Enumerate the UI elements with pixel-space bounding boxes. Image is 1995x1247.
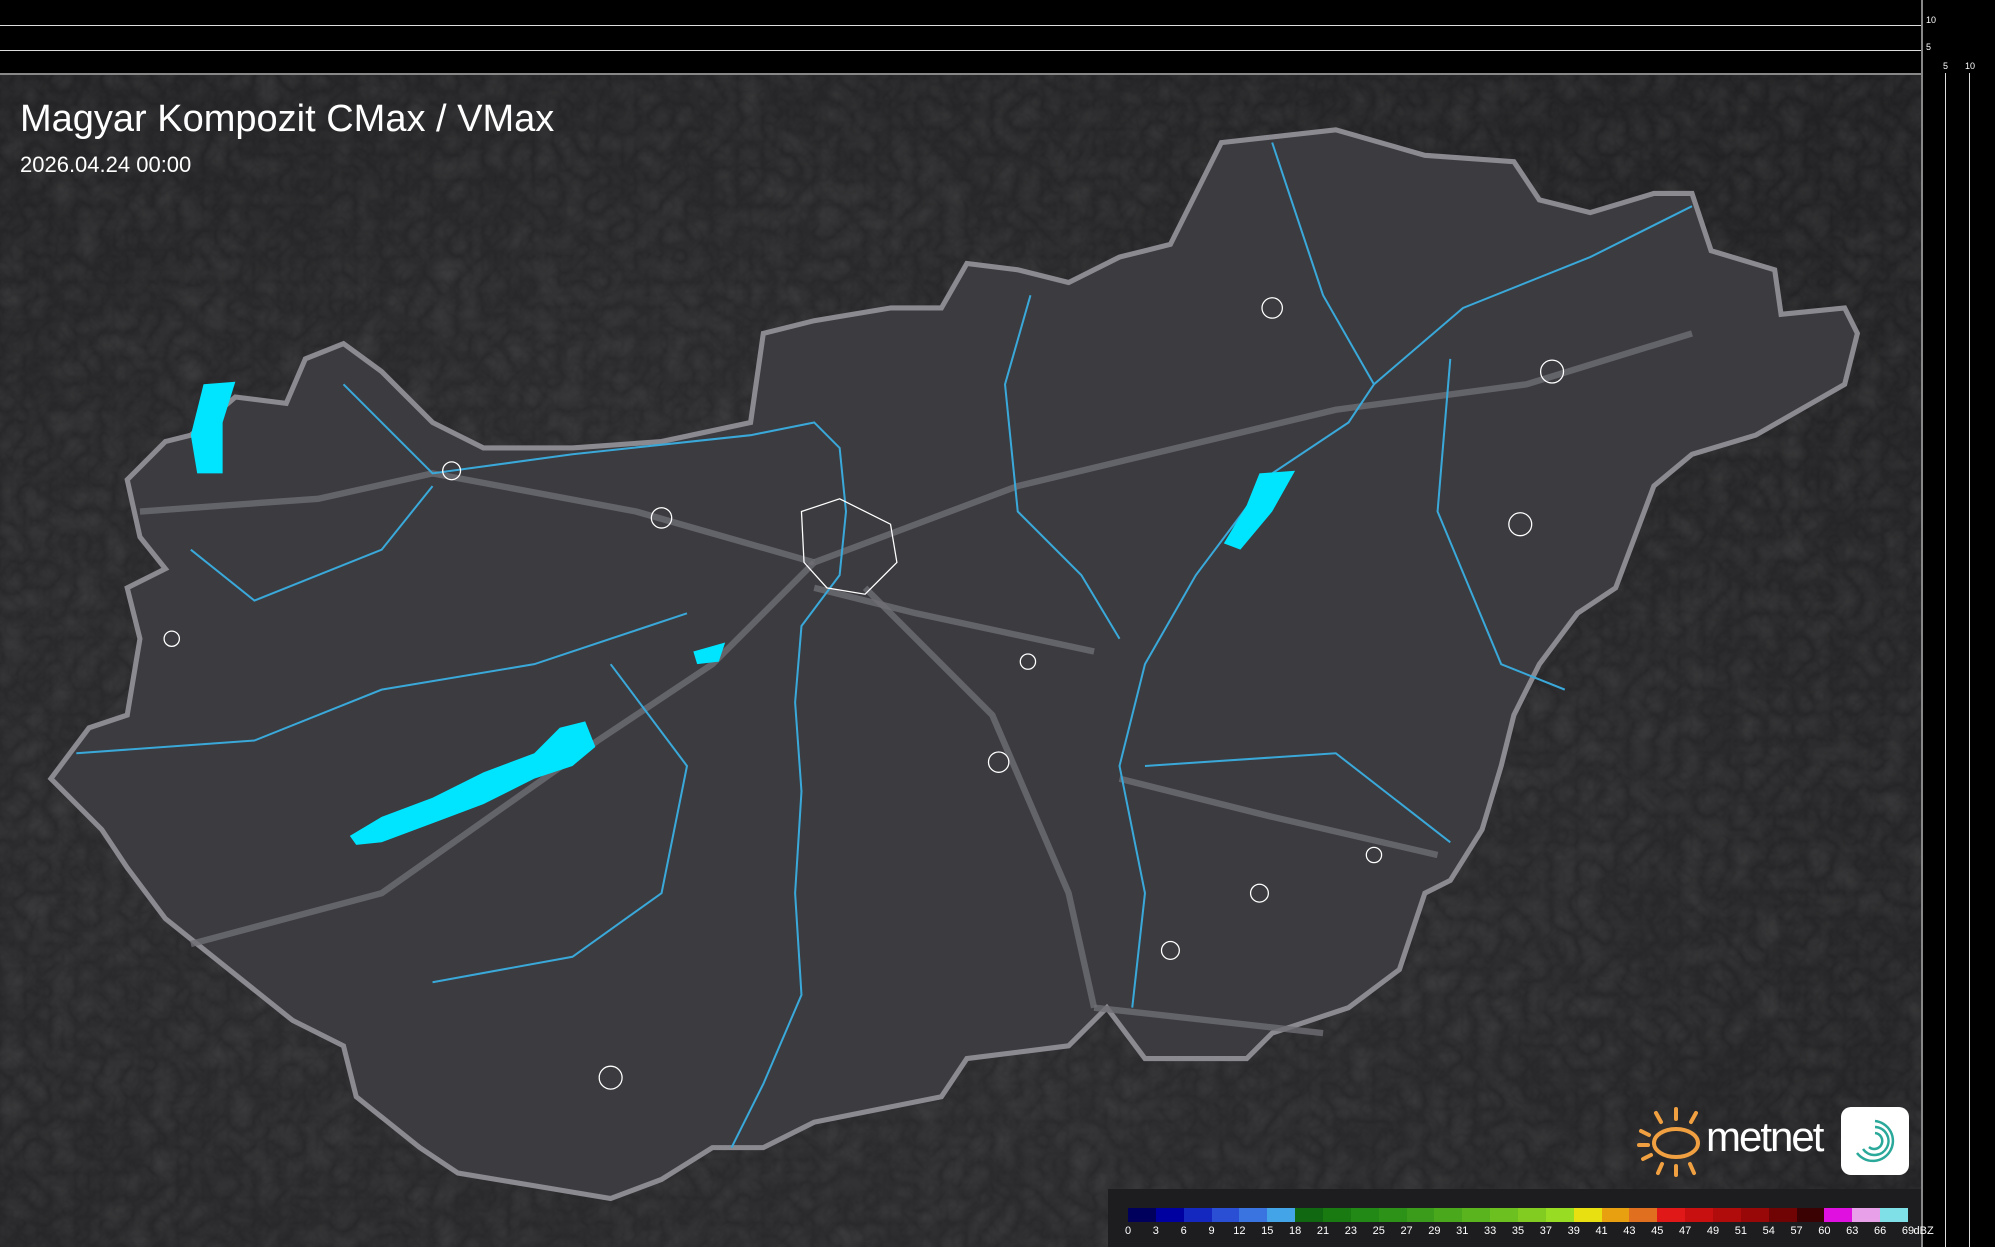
scale-label: 29 — [1428, 1225, 1441, 1237]
lakes — [190, 381, 1296, 845]
metnet-logo: metnet — [1636, 1105, 1910, 1177]
right-cross-section-panel: 10 5 5 10 — [1921, 0, 1995, 1247]
scale-label: 43 — [1623, 1225, 1636, 1237]
color-swatch — [1490, 1208, 1519, 1222]
color-scale — [1128, 1208, 1909, 1222]
gridline-10 — [0, 25, 1921, 26]
map-title: Magyar Kompozit CMax / VMax — [20, 98, 555, 140]
color-swatch — [1211, 1208, 1240, 1222]
unit-label: dBZ — [1913, 1225, 1934, 1237]
color-swatch — [1573, 1208, 1602, 1222]
river-danube — [342, 383, 848, 1149]
scale-label: 66 — [1874, 1225, 1887, 1237]
city-budapest — [800, 498, 898, 595]
color-swatch — [1518, 1208, 1546, 1222]
color-swatch — [1601, 1208, 1630, 1222]
color-swatch — [1824, 1208, 1853, 1222]
scale-label: 12 — [1233, 1225, 1246, 1237]
color-swatch — [1350, 1208, 1379, 1222]
color-swatch — [1740, 1208, 1769, 1222]
scale-label: 51 — [1734, 1225, 1747, 1237]
axis-label: 10 — [1926, 15, 1937, 25]
gridline-10 — [1969, 73, 1970, 1247]
lake-neusiedl — [190, 381, 236, 474]
color-swatch — [1713, 1208, 1741, 1222]
swirl-icon — [1841, 1107, 1909, 1175]
gridline-5 — [0, 50, 1921, 51]
roads — [139, 330, 1693, 1037]
scale-label: 6 — [1180, 1225, 1187, 1237]
color-swatch — [1406, 1208, 1435, 1222]
sun-icon — [1637, 1107, 1700, 1177]
scale-label: 15 — [1261, 1225, 1274, 1237]
color-swatch — [1657, 1208, 1686, 1222]
color-swatch — [1239, 1208, 1268, 1222]
scale-label: 31 — [1456, 1225, 1469, 1237]
color-swatch — [1183, 1208, 1212, 1222]
radar-map[interactable] — [0, 75, 1921, 1247]
axis-label: 5 — [1926, 42, 1932, 52]
scale-label: 63 — [1846, 1225, 1859, 1237]
lake-tisza — [1223, 470, 1296, 550]
scale-labels: 0 3 6 9 12 15 18 21 23 25 27 29 31 33 35 37 39 41 43 45 47 49… — [1124, 1225, 1934, 1239]
logo-text: metnet — [1706, 1113, 1824, 1160]
color-swatch — [1545, 1208, 1574, 1222]
color-swatch — [1685, 1208, 1714, 1222]
axis-label: 5 — [1943, 61, 1949, 71]
rivers — [76, 142, 1693, 1149]
top-cross-section-panel — [0, 0, 1921, 75]
country-outline — [47, 127, 1861, 1202]
scale-label: 9 — [1208, 1225, 1215, 1237]
color-swatch — [1155, 1208, 1184, 1222]
color-swatch — [1796, 1208, 1825, 1222]
scale-label: 33 — [1484, 1225, 1497, 1237]
color-swatch — [1462, 1208, 1491, 1222]
scale-label: 69 — [1901, 1225, 1915, 1237]
color-swatch — [1880, 1208, 1909, 1222]
gridline-5 — [1945, 73, 1946, 1247]
city-outlines — [163, 297, 1565, 1090]
scale-label: 41 — [1595, 1225, 1608, 1237]
color-swatch — [1128, 1208, 1156, 1222]
scale-label: 49 — [1706, 1225, 1720, 1237]
color-swatch — [1267, 1208, 1296, 1222]
color-swatch — [1378, 1208, 1407, 1222]
axis-label: 10 — [1965, 61, 1976, 71]
scale-label: 39 — [1567, 1225, 1580, 1237]
scale-label: 54 — [1762, 1225, 1775, 1237]
scale-label: 60 — [1818, 1225, 1831, 1237]
color-swatch — [1768, 1208, 1797, 1222]
dbz-legend: 0 3 6 9 12 15 18 21 23 25 27 29 31 33 35 37 39 41 43 45 47 49… — [1108, 1189, 1934, 1247]
color-swatch — [1434, 1208, 1463, 1222]
scale-label: 23 — [1344, 1225, 1357, 1237]
scale-label: 57 — [1790, 1225, 1803, 1237]
color-swatch — [1629, 1208, 1658, 1222]
hungary-map — [0, 75, 1921, 1247]
scale-label: 3 — [1152, 1225, 1159, 1237]
scale-label: 47 — [1679, 1225, 1692, 1237]
scale-label: 37 — [1539, 1225, 1552, 1237]
scale-label: 35 — [1511, 1225, 1525, 1237]
scale-label: 18 — [1289, 1225, 1302, 1237]
scale-label: 45 — [1651, 1225, 1664, 1237]
scale-label: 21 — [1316, 1225, 1330, 1237]
lake-velence — [693, 642, 726, 665]
scale-label: 25 — [1372, 1225, 1385, 1237]
scale-label: 27 — [1400, 1225, 1413, 1237]
scale-label: 0 — [1124, 1225, 1132, 1237]
color-swatch — [1323, 1208, 1351, 1222]
lake-balaton — [349, 721, 596, 845]
color-swatch — [1295, 1208, 1324, 1222]
color-swatch — [1852, 1208, 1881, 1222]
map-datetime: 2026.04.24 00:00 — [20, 152, 192, 177]
river-tisza — [1118, 142, 1376, 1008]
